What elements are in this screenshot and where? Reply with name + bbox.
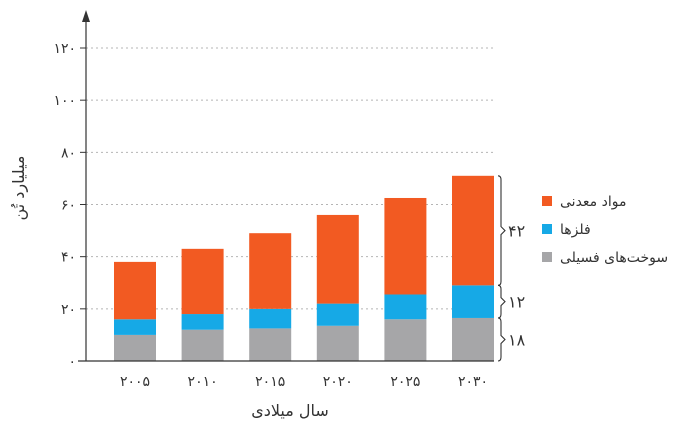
bar-segment (316, 214, 359, 304)
legend-label: فلزها (560, 222, 591, 238)
value-brackets: ۱۸ ۱۲ ۴۲ (497, 175, 526, 362)
bracket-brace (497, 175, 506, 286)
legend-swatch (542, 252, 552, 262)
y-tick-label: ۱۲۰ (53, 41, 76, 57)
legend-label: سوخت‌های فسیلی (560, 250, 668, 266)
y-tick-label: ۶۰ (61, 198, 76, 214)
legend-label: مواد معدنی (560, 194, 626, 210)
y-axis-title: میلیارد تُن (9, 156, 29, 221)
bar-segment (114, 261, 156, 320)
bar-segment (452, 285, 494, 318)
bar-segment (384, 319, 427, 361)
bar-segment (452, 317, 494, 361)
bar-segment (181, 314, 224, 330)
y-ticks: ۰ ۲۰ ۴۰ ۶۰ ۸۰ ۱۰۰ ۱۲۰ (53, 41, 86, 370)
x-tick-label: ۲۰۲۰ (323, 374, 353, 390)
y-tick-label: ۰ (68, 354, 76, 370)
y-tick-label: ۲۰ (61, 302, 76, 318)
bars (114, 175, 494, 361)
bar-segment (181, 248, 224, 315)
bar-segment (249, 328, 292, 361)
bracket-brace (497, 284, 506, 319)
y-tick-label: ۱۰۰ (53, 93, 76, 109)
x-ticks: ۲۰۰۵ ۲۰۱۰ ۲۰۱۵ ۲۰۲۰ ۲۰۲۵ ۲۰۳۰ (120, 374, 488, 390)
bar-segment (181, 329, 224, 361)
y-tick-label: ۴۰ (61, 250, 76, 266)
bar-segment (249, 233, 292, 309)
legend-swatch (542, 224, 552, 234)
y-axis-arrow-icon (82, 10, 90, 22)
bracket-brace (497, 317, 506, 362)
x-axis-title: سال میلادی (251, 401, 329, 420)
bar-segment (384, 294, 427, 320)
bar-segment (114, 319, 156, 335)
bracket-label: ۴۲ (508, 222, 525, 241)
x-tick-label: ۲۰۳۰ (458, 374, 488, 390)
x-tick-label: ۲۰۱۵ (255, 374, 285, 390)
legend: مواد معدنی فلزها سوخت‌های فسیلی (542, 194, 668, 266)
legend-swatch (542, 196, 552, 206)
axes (78, 10, 494, 362)
x-tick-label: ۲۰۰۵ (120, 374, 150, 390)
bracket-label: ۱۲ (508, 293, 525, 312)
bar-segment (384, 197, 427, 295)
x-tick-label: ۲۰۱۰ (188, 374, 218, 390)
y-tick-label: ۸۰ (61, 145, 76, 161)
bar-segment (316, 303, 359, 326)
bracket-label: ۱۸ (508, 330, 526, 349)
x-tick-label: ۲۰۲۵ (390, 374, 420, 390)
bar-segment (316, 325, 359, 361)
bar-segment (452, 175, 494, 286)
bar-segment (114, 334, 156, 361)
bar-segment (249, 308, 292, 329)
